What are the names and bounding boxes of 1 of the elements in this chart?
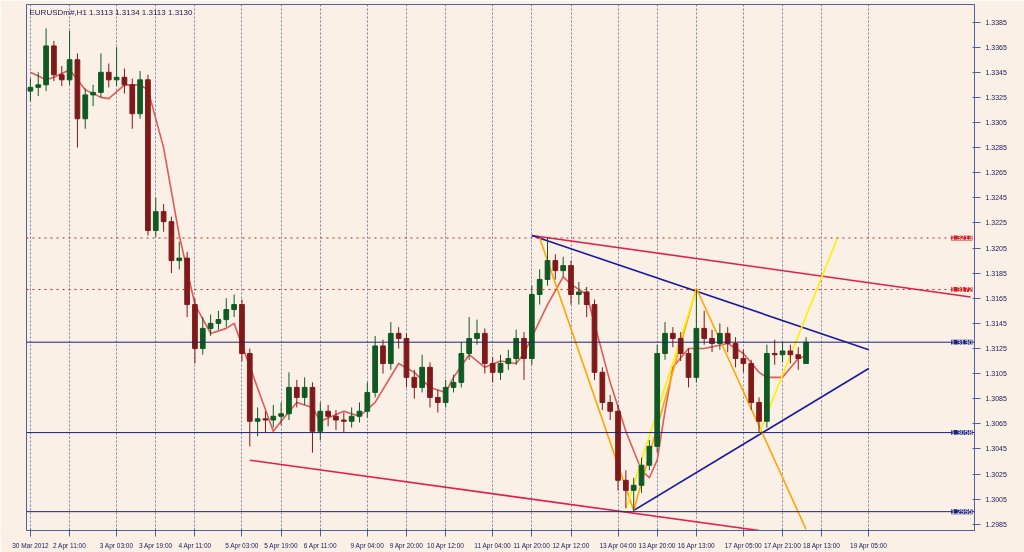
chart-title: EURUSDm#,H1 1.3113 1.3134 1.3113 1.3130 xyxy=(29,7,193,17)
